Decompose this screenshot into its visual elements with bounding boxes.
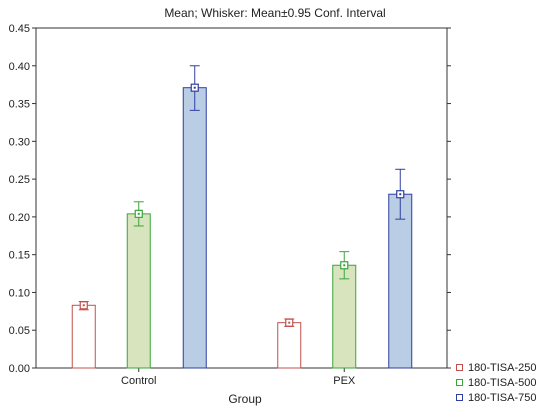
- legend-label: 180-TISA-500: [468, 376, 537, 389]
- mean-marker-dot: [137, 212, 140, 215]
- y-tick-label: 0.45: [9, 23, 30, 35]
- mean-marker-dot: [82, 304, 85, 307]
- bar: [332, 264, 357, 369]
- legend-label: 180-TISA-750: [468, 391, 537, 404]
- bar: [182, 87, 207, 369]
- plot-frame: [35, 27, 448, 369]
- bar: [126, 213, 151, 369]
- mean-marker-dot: [193, 86, 196, 89]
- mean-marker-dot: [399, 193, 402, 196]
- mean-marker-dot: [288, 321, 291, 324]
- x-tick-label: PEX: [333, 375, 356, 387]
- bar: [71, 304, 96, 369]
- mean-marker-dot: [343, 264, 346, 267]
- y-tick-label: 0.15: [9, 250, 30, 262]
- bar: [277, 322, 302, 369]
- y-tick-label: 0.05: [9, 325, 30, 337]
- legend-swatch: [456, 379, 463, 386]
- legend-item: 180-TISA-750: [456, 390, 536, 405]
- y-tick-label: 0.40: [9, 61, 30, 73]
- y-tick-label: 0.20: [9, 212, 30, 224]
- bar: [388, 193, 413, 369]
- legend-item: 180-TISA-250: [456, 360, 536, 375]
- x-axis-label: Group: [228, 392, 262, 406]
- legend-label: 180-TISA-250: [468, 361, 537, 374]
- y-tick-label: 0.10: [9, 287, 30, 299]
- y-tick-label: 0.00: [9, 363, 30, 375]
- chart-title: Mean; Whisker: Mean±0.95 Conf. Interval: [164, 6, 386, 20]
- legend-swatch: [456, 364, 463, 371]
- y-tick-label: 0.25: [9, 174, 30, 186]
- y-tick-label: 0.35: [9, 99, 30, 111]
- x-tick-label: Control: [121, 375, 156, 387]
- legend: 180-TISA-250 180-TISA-500 180-TISA-750: [456, 360, 536, 405]
- legend-swatch: [456, 394, 463, 401]
- y-tick-label: 0.30: [9, 136, 30, 148]
- legend-item: 180-TISA-500: [456, 375, 536, 390]
